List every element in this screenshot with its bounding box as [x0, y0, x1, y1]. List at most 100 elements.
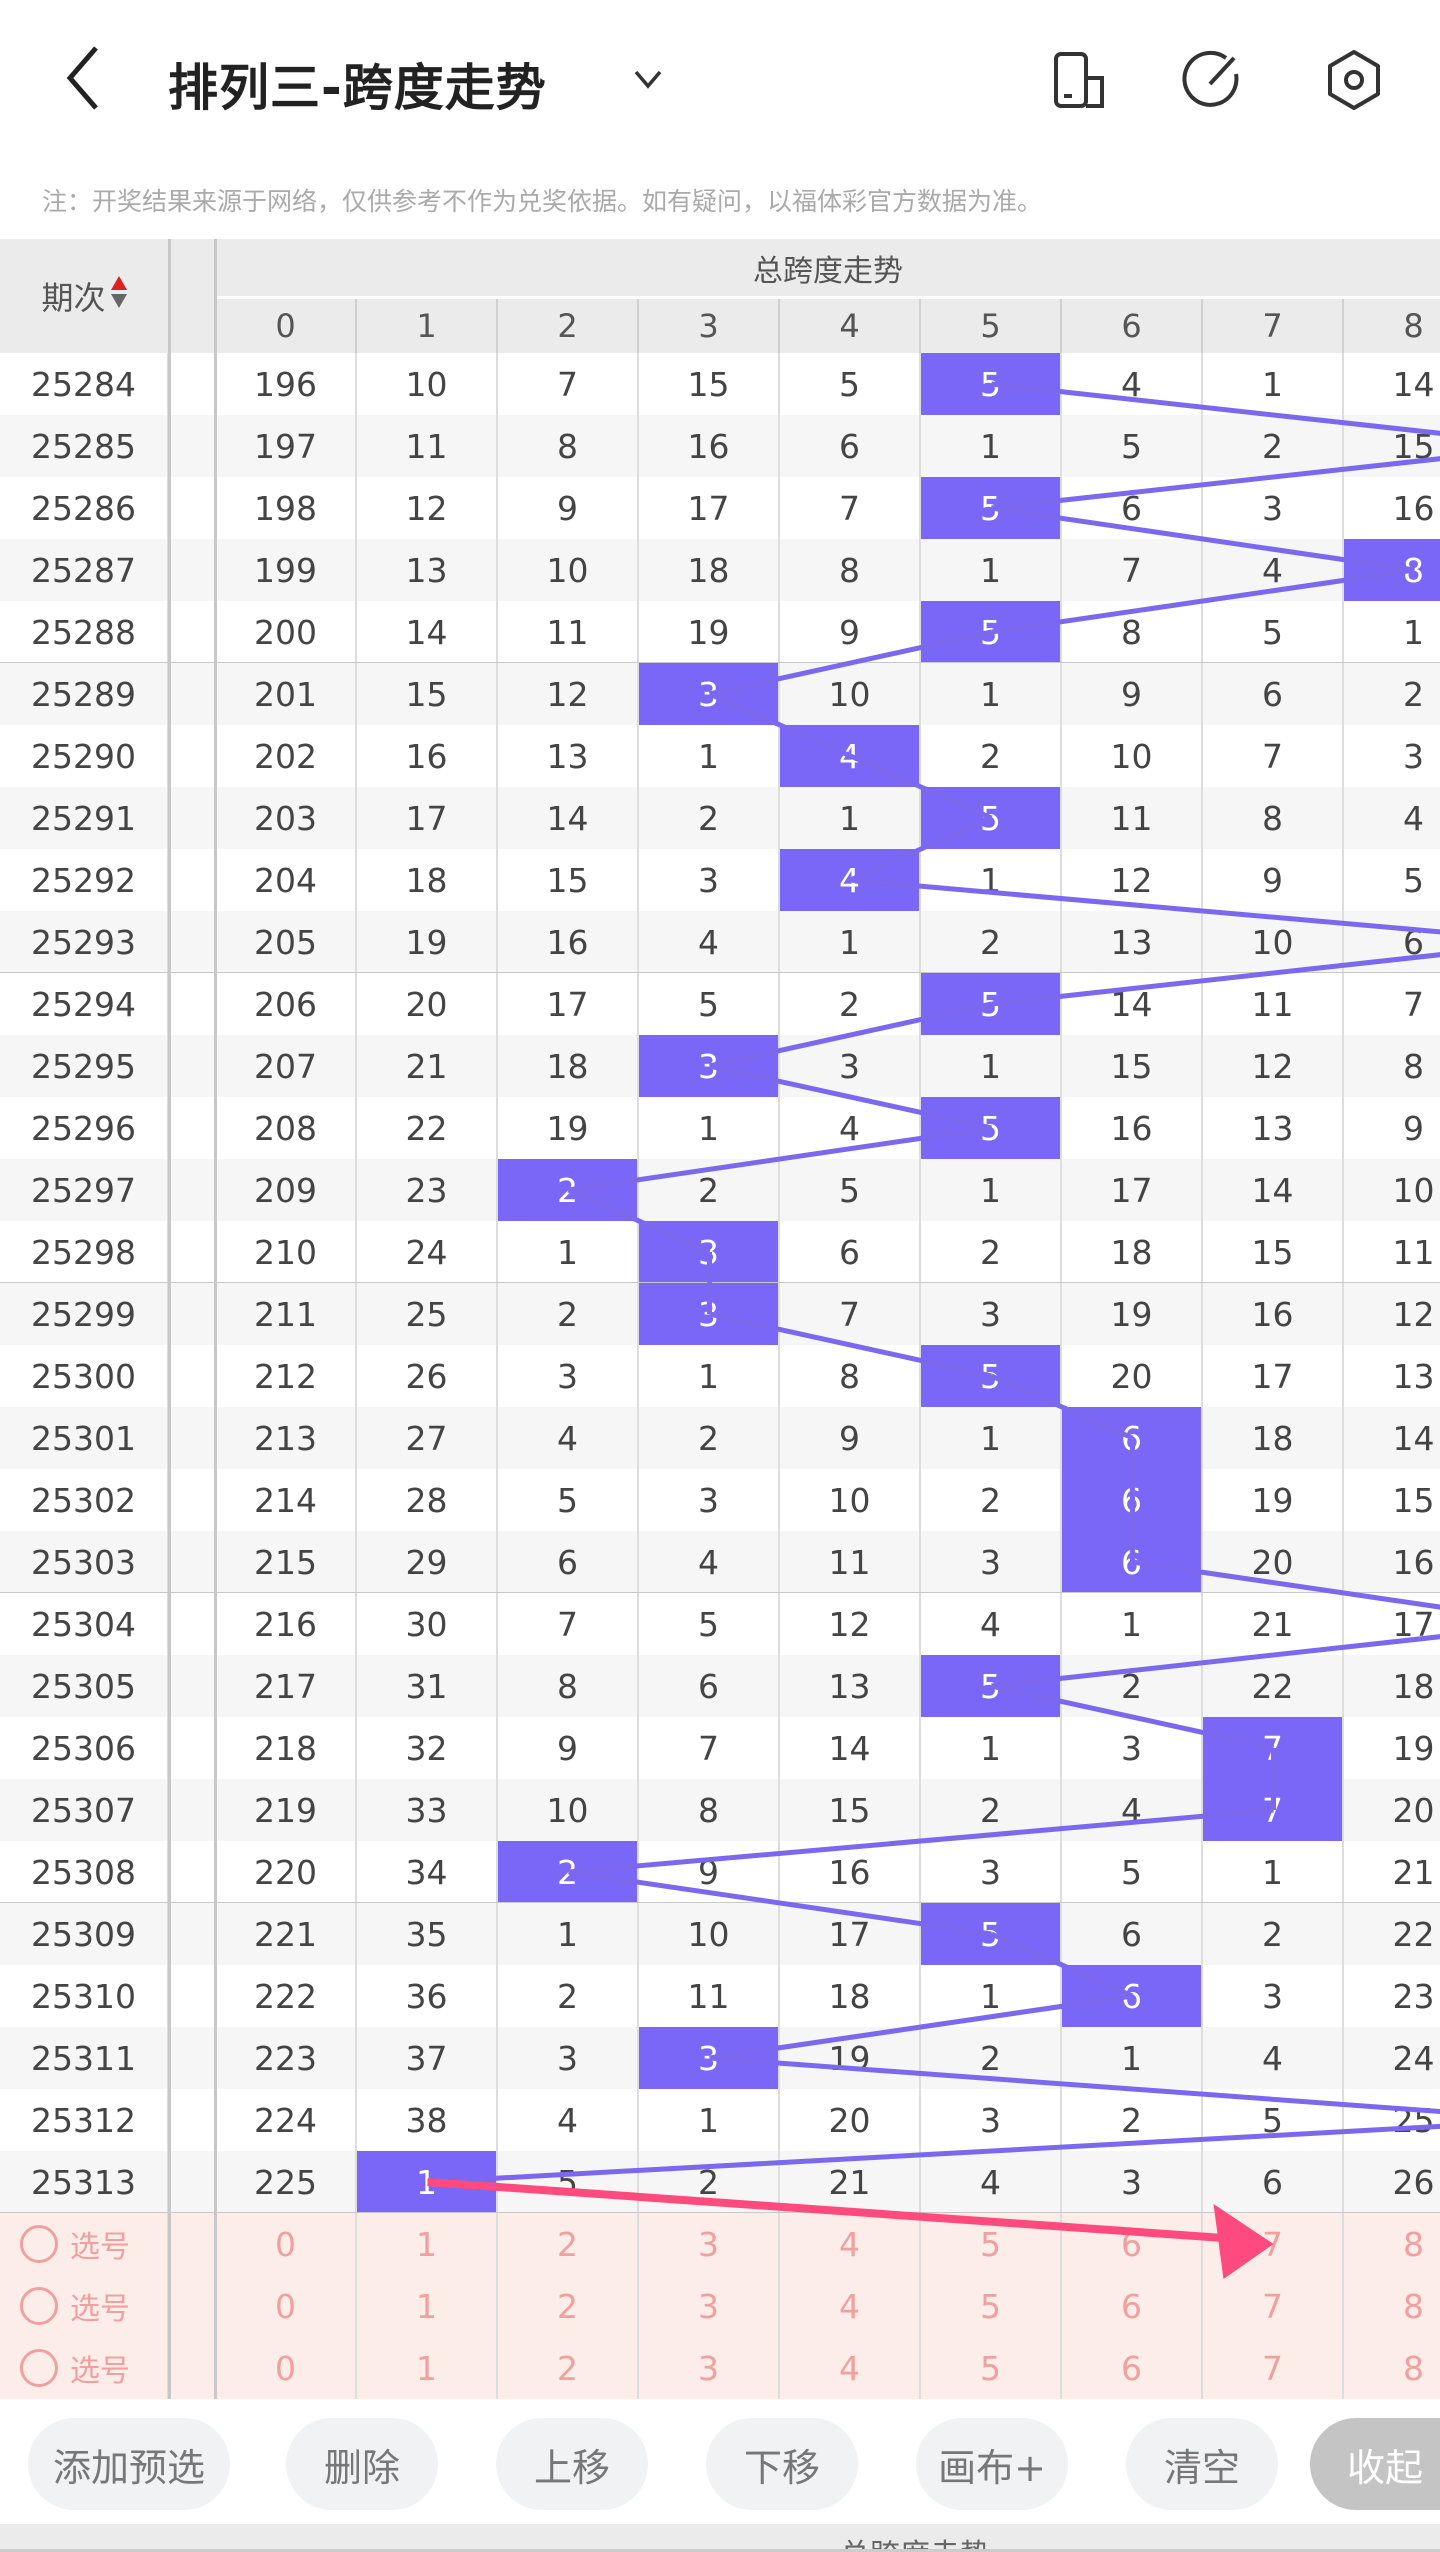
pick-number[interactable]: 6: [1062, 2275, 1203, 2337]
back-icon[interactable]: [56, 40, 116, 116]
pick-number[interactable]: 5: [921, 2275, 1062, 2337]
add-preselect-button[interactable]: 添加预选: [28, 2418, 230, 2510]
issue-cell: 25286: [0, 477, 169, 539]
pick-number[interactable]: 4: [780, 2275, 921, 2337]
omission-cell: 1: [921, 539, 1062, 601]
omission-cell: 207: [216, 1035, 357, 1097]
pick-number[interactable]: 8: [1344, 2337, 1440, 2399]
omission-cell: 24: [1344, 2027, 1440, 2089]
pick-number[interactable]: 2: [498, 2213, 639, 2275]
omission-cell: 4: [639, 911, 780, 973]
omission-cell: 3: [639, 849, 780, 911]
omission-cell: 7: [1203, 725, 1344, 787]
clear-button[interactable]: 清空: [1126, 2418, 1278, 2510]
pick-number[interactable]: 8: [1344, 2275, 1440, 2337]
omission-cell: 12: [1062, 849, 1203, 911]
pick-number[interactable]: 8: [1344, 2213, 1440, 2275]
pick-label: 选号: [70, 2354, 130, 2389]
canvas-plus-button[interactable]: 画布+: [916, 2418, 1068, 2510]
pick-number[interactable]: 0: [216, 2213, 357, 2275]
pick-number[interactable]: 3: [639, 2337, 780, 2399]
omission-cell: 5: [780, 1159, 921, 1221]
pick-number[interactable]: 5: [921, 2337, 1062, 2399]
pick-number[interactable]: 7: [1203, 2275, 1344, 2337]
omission-cell: 1: [921, 415, 1062, 477]
pick-number[interactable]: 2: [498, 2337, 639, 2399]
omission-cell: 11: [1203, 973, 1344, 1035]
pick-number[interactable]: 4: [780, 2337, 921, 2399]
settings-icon[interactable]: [1322, 48, 1386, 112]
issue-cell: 25293: [0, 911, 169, 973]
radio-circle-icon[interactable]: [20, 2225, 58, 2263]
omission-cell: 17: [780, 1903, 921, 1965]
omission-cell: 5: [498, 2151, 639, 2213]
issue-header[interactable]: 期次: [0, 239, 169, 353]
span-trend-table: 期次 总跨度走势 0 1 2 3 4 5 6 7 8 25284 196 10 7 15 5 5 4 1 14 25285…: [0, 239, 1440, 2399]
move-down-button[interactable]: 下移: [706, 2418, 858, 2510]
omission-cell: 14: [1344, 353, 1440, 415]
omission-cell: 6: [780, 415, 921, 477]
disclaimer-notice: 注：开奖结果来源于网络，仅供参考不作为兑奖依据。如有疑问，以福体彩官方数据为准。: [42, 187, 1043, 216]
omission-cell: 5: [780, 353, 921, 415]
pick-number[interactable]: 0: [216, 2275, 357, 2337]
radio-circle-icon[interactable]: [20, 2349, 58, 2387]
pick-number[interactable]: 1: [357, 2275, 498, 2337]
omission-cell: 218: [216, 1717, 357, 1779]
move-up-button[interactable]: 上移: [496, 2418, 648, 2510]
pick-number[interactable]: 7: [1203, 2337, 1344, 2399]
omission-cell: 10: [780, 1469, 921, 1531]
pick-number[interactable]: 2: [498, 2275, 639, 2337]
pick-number[interactable]: 4: [780, 2213, 921, 2275]
pick-row-label[interactable]: 选号: [0, 2337, 169, 2399]
radio-circle-icon[interactable]: [20, 2287, 58, 2325]
pick-label: 选号: [70, 2230, 130, 2265]
issue-cell: 25301: [0, 1407, 169, 1469]
omission-cell: 8: [1062, 601, 1203, 663]
issue-cell: 25313: [0, 2151, 169, 2213]
omission-cell: 2: [498, 1283, 639, 1345]
pick-number[interactable]: 5: [921, 2213, 1062, 2275]
omission-cell: 4: [921, 1593, 1062, 1655]
pick-row-label[interactable]: 选号: [0, 2275, 169, 2337]
omission-cell: 19: [1344, 1717, 1440, 1779]
sort-icon[interactable]: [110, 274, 128, 318]
pick-number[interactable]: 7: [1203, 2213, 1344, 2275]
omission-cell: 15: [498, 849, 639, 911]
mobile-layout-icon[interactable]: [1048, 48, 1112, 112]
omission-cell: 16: [1344, 477, 1440, 539]
page-title[interactable]: 排列三-跨度走势: [168, 59, 547, 117]
omission-cell: 26: [1344, 2151, 1440, 2213]
omission-cell: 3: [1344, 725, 1440, 787]
pick-number[interactable]: 6: [1062, 2337, 1203, 2399]
omission-cell: 9: [639, 1841, 780, 1903]
spacer-cell: [169, 1407, 216, 1469]
delete-button[interactable]: 删除: [286, 2418, 438, 2510]
edit-icon[interactable]: [1180, 48, 1244, 112]
pick-number[interactable]: 3: [639, 2213, 780, 2275]
omission-cell: 1: [921, 1717, 1062, 1779]
omission-cell: 2: [639, 2151, 780, 2213]
pick-number[interactable]: 0: [216, 2337, 357, 2399]
pick-number[interactable]: 6: [1062, 2213, 1203, 2275]
collapse-button[interactable]: 收起: [1310, 2418, 1440, 2510]
pick-row-label[interactable]: 选号: [0, 2213, 169, 2275]
pick-number[interactable]: 1: [357, 2213, 498, 2275]
span-highlight-cell: 6: [1062, 1531, 1203, 1593]
chevron-down-icon[interactable]: [628, 58, 668, 98]
spacer-cell: [169, 1035, 216, 1097]
omission-cell: 17: [1203, 1345, 1344, 1407]
omission-cell: 2: [1203, 1903, 1344, 1965]
omission-cell: 8: [639, 1779, 780, 1841]
omission-cell: 11: [639, 1965, 780, 2027]
span-highlight-cell: 3: [639, 2027, 780, 2089]
pick-number[interactable]: 3: [639, 2275, 780, 2337]
omission-cell: 8: [498, 415, 639, 477]
omission-cell: 13: [1344, 1345, 1440, 1407]
omission-cell: 18: [357, 849, 498, 911]
omission-cell: 201: [216, 663, 357, 725]
spacer-cell: [169, 1841, 216, 1903]
omission-cell: 18: [498, 1035, 639, 1097]
bottom-table-header: 总跨度走势: [0, 2524, 1440, 2552]
omission-cell: 221: [216, 1903, 357, 1965]
pick-number[interactable]: 1: [357, 2337, 498, 2399]
